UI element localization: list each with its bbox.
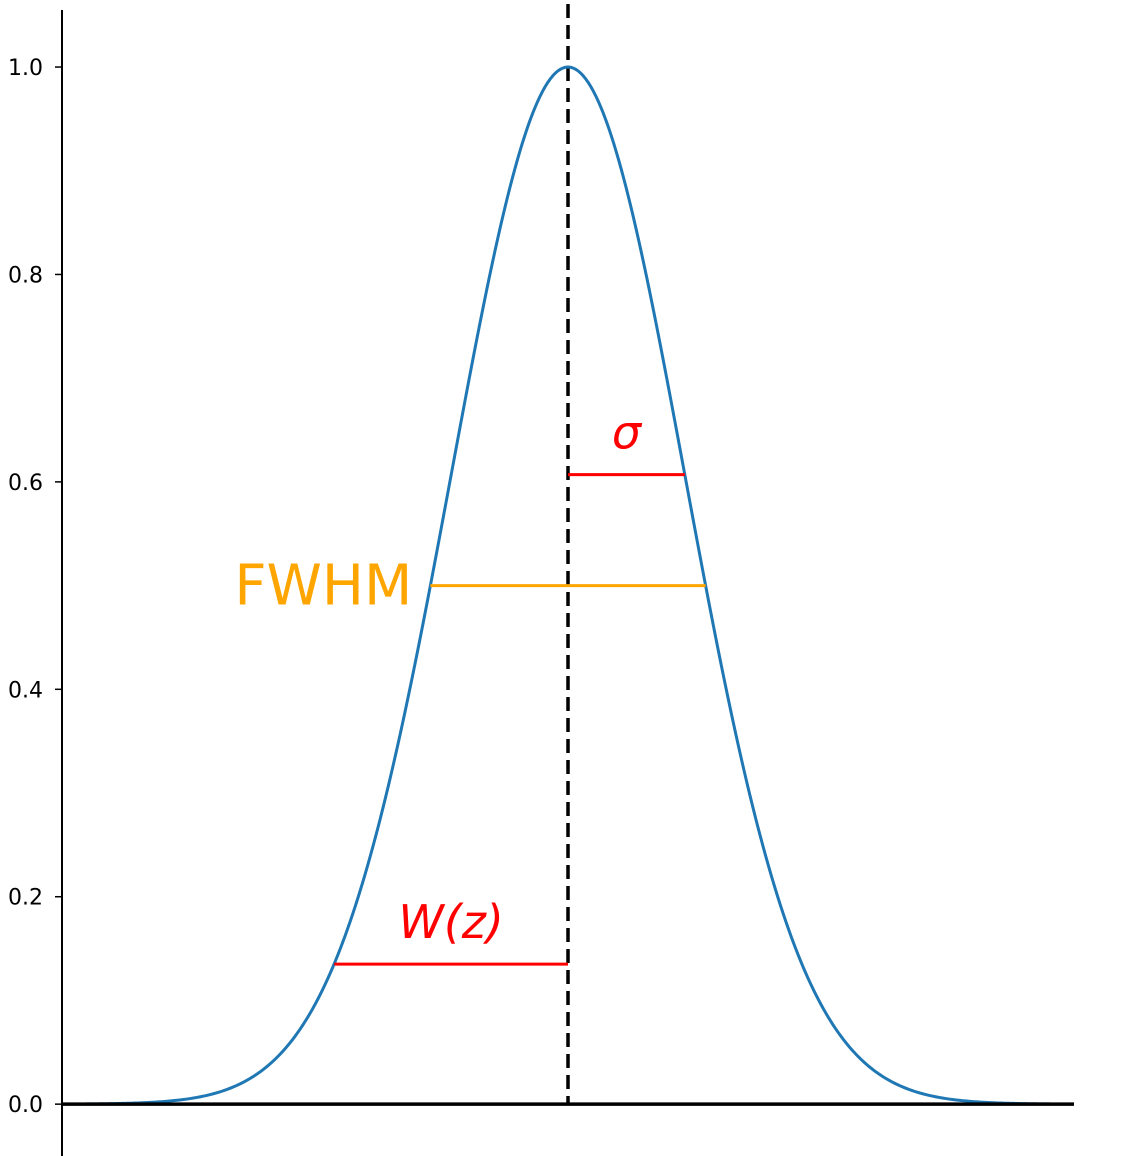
- wz-label: W(z): [398, 895, 504, 949]
- gaussian-curve: [61, 65, 1075, 1106]
- fwhm-label: FWHM: [234, 554, 412, 619]
- sigma-label: σ: [612, 406, 643, 460]
- y-tick-label: 0.4: [8, 678, 43, 703]
- y-ticks: 0.0 0.2 0.4 0.6 0.8 1.0: [8, 56, 62, 1118]
- annotations: FWHM σ W(z): [234, 406, 706, 966]
- y-tick-label: 1.0: [8, 56, 43, 81]
- y-tick-label: 0.0: [8, 1093, 43, 1118]
- y-tick-label: 0.6: [8, 471, 43, 496]
- y-tick-label: 0.2: [8, 886, 43, 911]
- y-tick-label: 0.8: [8, 263, 43, 288]
